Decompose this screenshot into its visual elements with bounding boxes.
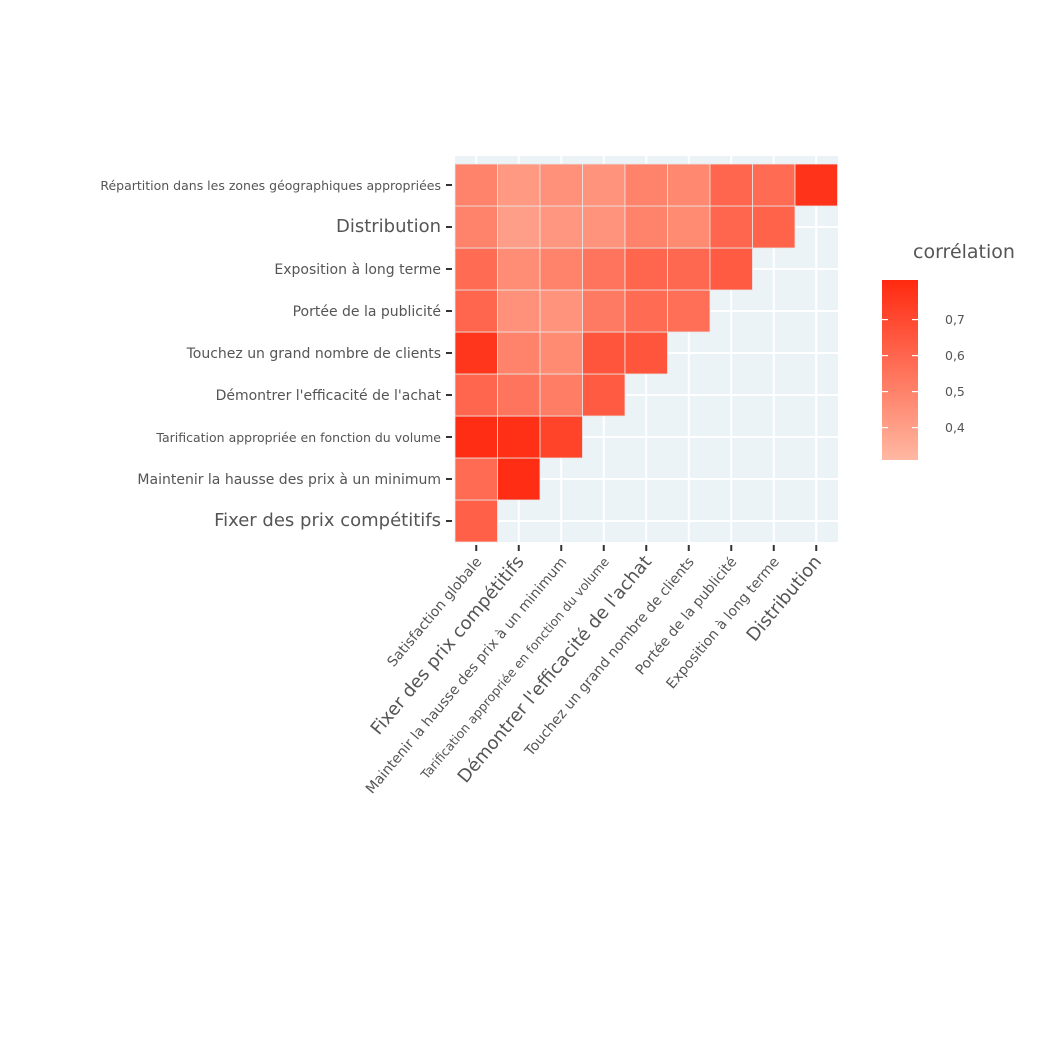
heatmap-cell (454, 331, 498, 375)
heatmap-cell (709, 205, 753, 249)
legend-colorbar (882, 280, 918, 460)
x-axis-label: Fixer des prix compétitifs (367, 552, 529, 739)
y-axis-label: Maintenir la hausse des prix à un minimu… (137, 472, 441, 488)
heatmap-cell (667, 163, 711, 207)
heatmap-cell (709, 163, 753, 207)
heatmap-cell (582, 373, 626, 417)
heatmap-cell (752, 205, 796, 249)
heatmap-cell (539, 205, 583, 249)
heatmap-cell (497, 415, 541, 459)
legend: corrélation 0,4 0,5 0,6 0,7 (882, 241, 1015, 460)
y-axis-label: Distribution (336, 216, 441, 237)
heatmap-cell (624, 331, 668, 375)
heatmap-cell (667, 289, 711, 333)
heatmap-cell (497, 331, 541, 375)
heatmap-cell (624, 205, 668, 249)
y-axis-ticks (446, 184, 452, 522)
heatmap-cell (497, 373, 541, 417)
heatmap-cell (752, 163, 796, 207)
x-axis-label: Distribution (742, 552, 826, 646)
y-axis-label: Répartition dans les zones géographiques… (100, 178, 441, 193)
heatmap-cell (539, 289, 583, 333)
heatmap-cell (539, 247, 583, 291)
y-axis-label: Exposition à long terme (274, 262, 441, 278)
y-axis-label: Tarification appropriée en fonction du v… (155, 430, 441, 445)
y-axis-label: Portée de la publicité (293, 304, 441, 320)
heatmap-cell (454, 289, 498, 333)
legend-tick-label: 0,4 (945, 420, 965, 435)
x-axis-ticks (475, 545, 818, 551)
y-axis-label: Fixer des prix compétitifs (214, 510, 441, 531)
heatmap-cell (454, 457, 498, 501)
heatmap-cell (582, 331, 626, 375)
legend-tick-label: 0,6 (945, 348, 965, 363)
heatmap-cell (454, 247, 498, 291)
legend-tick-label: 0,7 (945, 312, 965, 327)
legend-title: corrélation (913, 241, 1015, 263)
heatmap-cell (497, 289, 541, 333)
heatmap-cell (539, 373, 583, 417)
heatmap-cell (539, 415, 583, 459)
heatmap-cell (624, 289, 668, 333)
heatmap-cell (794, 163, 838, 207)
heatmap-cell (497, 205, 541, 249)
legend-tick-label: 0,5 (945, 384, 965, 399)
heatmap-cells (454, 163, 838, 543)
heatmap-cell (497, 163, 541, 207)
y-axis-labels: Fixer des prix compétitifs Maintenir la h… (100, 178, 441, 531)
heatmap-cell (709, 247, 753, 291)
heatmap-cell (582, 247, 626, 291)
heatmap-cell (582, 205, 626, 249)
heatmap-cell (454, 163, 498, 207)
legend-ticks: 0,4 0,5 0,6 0,7 (882, 312, 965, 435)
y-axis-label: Touchez un grand nombre de clients (186, 346, 441, 362)
heatmap-cell (667, 247, 711, 291)
heatmap-cell (539, 331, 583, 375)
y-axis-label: Démontrer l'efficacité de l'achat (216, 388, 442, 404)
heatmap-cell (624, 163, 668, 207)
heatmap-cell (582, 289, 626, 333)
heatmap-cell (454, 373, 498, 417)
heatmap-cell (497, 457, 541, 501)
heatmap-cell (539, 163, 583, 207)
heatmap-cell (582, 163, 626, 207)
heatmap-cell (454, 415, 498, 459)
heatmap-cell (624, 247, 668, 291)
heatmap-cell (667, 205, 711, 249)
heatmap-cell (497, 247, 541, 291)
heatmap-cell (454, 205, 498, 249)
heatmap-cell (454, 499, 498, 543)
